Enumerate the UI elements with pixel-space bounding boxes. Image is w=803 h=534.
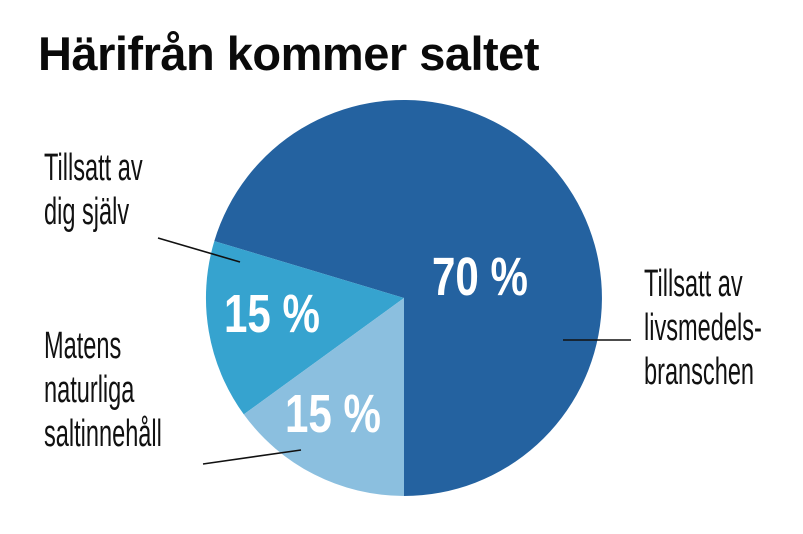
callout-line: branschen [644,351,755,393]
callout-line: naturliga [44,369,135,411]
chart-title: Härifrån kommer saltet [38,27,539,80]
pct-label-naturligt: 15 % [285,384,382,444]
callout-line: Tillsatt av [44,147,143,189]
callout-line: Tillsatt av [644,263,743,305]
callout-label-livsmedel: Tillsatt av livsmedels- branschen [644,262,762,394]
slice-naturligt [243,298,404,496]
slice-dig-sjalv [205,241,404,415]
callout-line: dig själv [44,191,130,233]
pct-label-sjalv: 15 % [224,284,321,344]
callout-line: livsmedels- [644,307,762,349]
callout-label-naturligt: Matens naturliga saltinnehåll [44,324,162,456]
leader-line-sjalv [157,237,241,263]
callout-line: saltinnehåll [44,413,162,455]
callout-line: Matens [44,325,122,367]
slice-livsmedelsbranschen [214,99,602,497]
pct-label-livsmedel: 70 % [432,247,529,307]
callout-label-sjalv: Tillsatt av dig själv [44,146,143,234]
leader-line-naturligt [202,449,302,465]
